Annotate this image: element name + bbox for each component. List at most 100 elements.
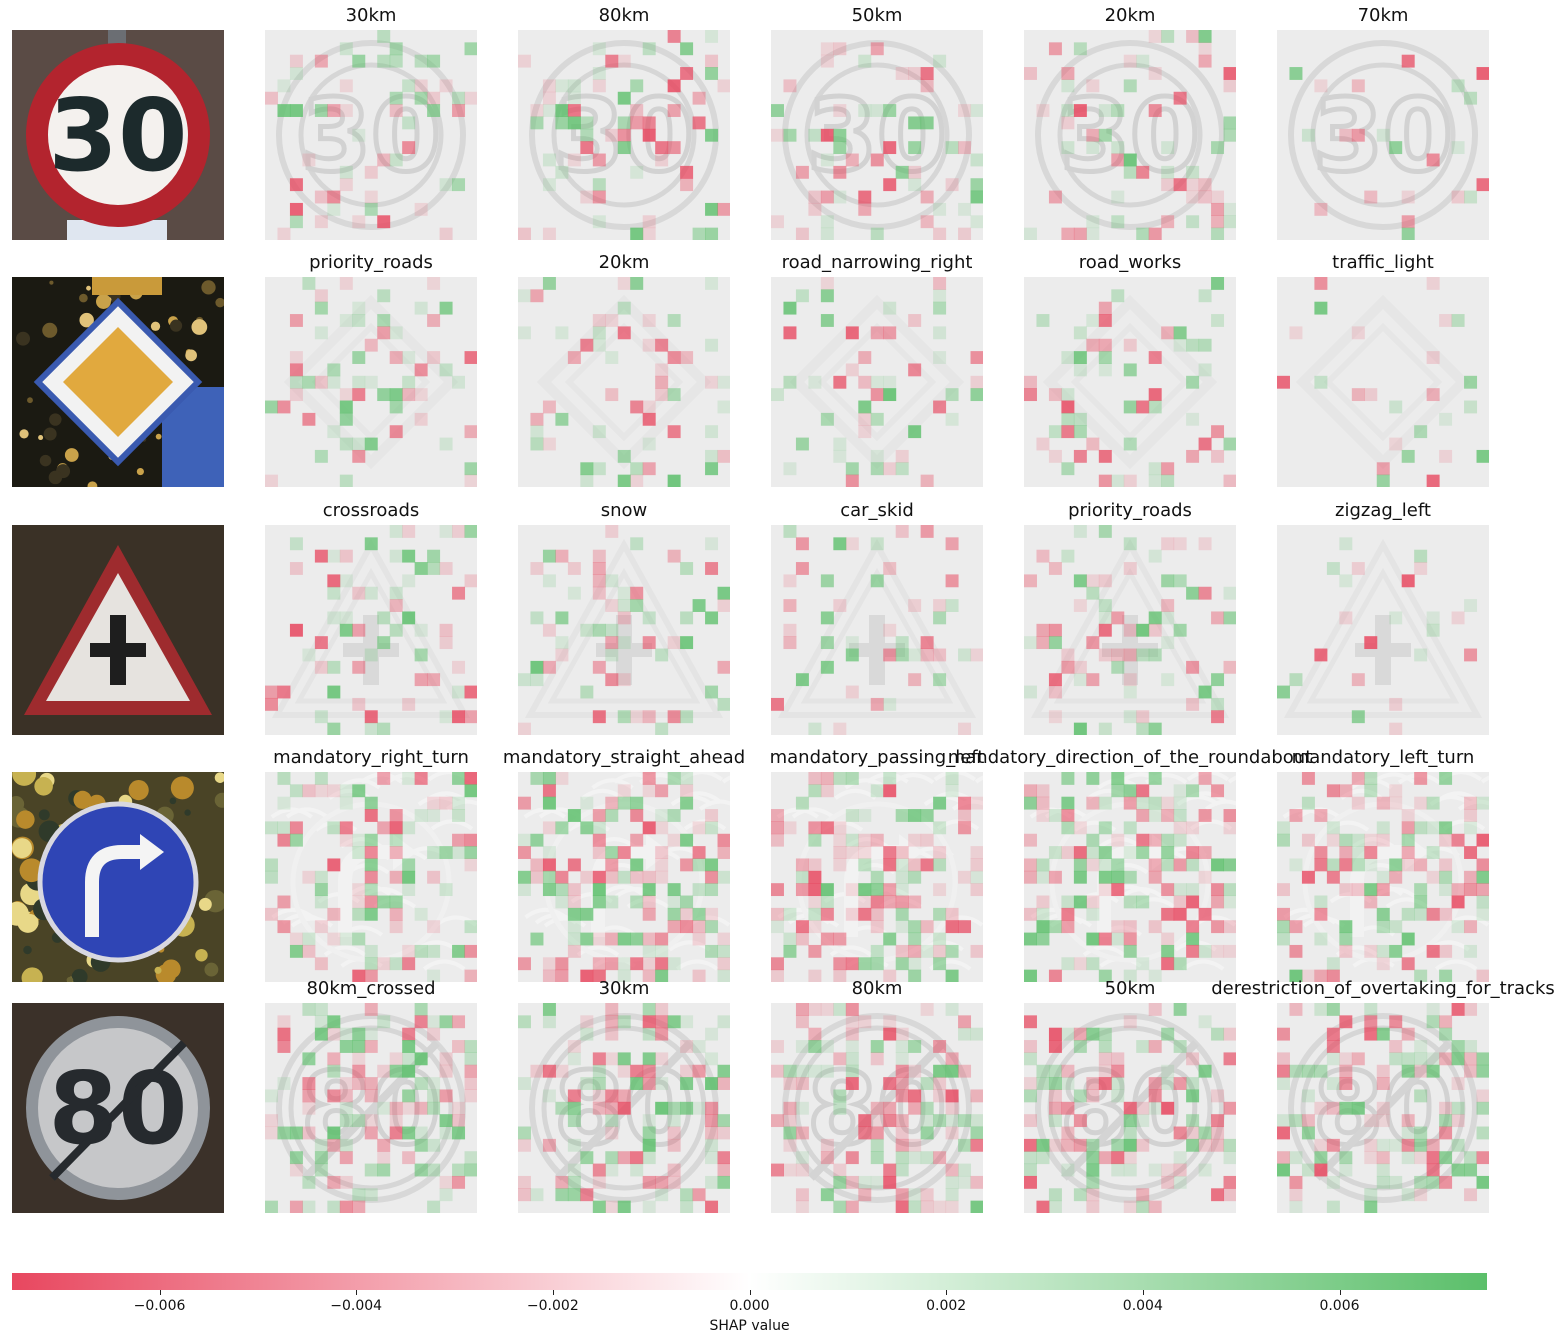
shap-cell bbox=[771, 969, 784, 982]
shap-cell bbox=[1123, 400, 1137, 414]
shap-cell bbox=[592, 1089, 606, 1103]
shap-cell bbox=[617, 449, 631, 463]
shap-cell bbox=[289, 67, 303, 80]
shap-cell bbox=[820, 660, 834, 674]
shap-cell bbox=[327, 375, 341, 389]
shap-cell bbox=[667, 1138, 681, 1152]
shap-cell bbox=[795, 165, 809, 179]
shap-cell bbox=[820, 412, 834, 426]
shap-cell bbox=[933, 611, 947, 625]
shap-cell bbox=[1364, 944, 1378, 958]
shap-cell bbox=[845, 1052, 859, 1066]
shap-cell bbox=[858, 351, 872, 364]
shap-cell bbox=[1048, 1138, 1062, 1152]
shap-cell bbox=[1223, 895, 1236, 909]
shap-cell bbox=[1098, 351, 1112, 364]
shap-cell bbox=[1211, 1138, 1225, 1152]
shap-cell bbox=[1289, 1188, 1303, 1202]
shap-cell bbox=[705, 425, 719, 439]
shap-cell bbox=[705, 128, 719, 142]
shap-cell bbox=[314, 449, 328, 463]
shap-cell bbox=[1111, 1151, 1125, 1165]
shap-cell bbox=[895, 957, 909, 971]
shap-cell bbox=[642, 883, 656, 897]
shap-cell bbox=[1476, 833, 1489, 847]
shap-cell bbox=[845, 636, 859, 650]
shap-cell bbox=[1223, 202, 1236, 216]
shap-cell bbox=[820, 883, 834, 897]
shap-cell bbox=[705, 870, 719, 884]
shap-cell bbox=[1389, 944, 1403, 958]
input-image-speed-limit-30: 30 bbox=[12, 30, 224, 240]
shap-cell bbox=[592, 833, 606, 847]
shap-cell bbox=[1376, 474, 1390, 487]
shap-cell bbox=[530, 611, 544, 625]
shap-cell bbox=[339, 549, 353, 563]
shap-cell bbox=[808, 858, 822, 872]
shap-cell bbox=[1161, 944, 1175, 958]
shap-cell bbox=[377, 1163, 391, 1177]
shap-cell bbox=[655, 1027, 669, 1041]
shap-cell bbox=[908, 920, 922, 934]
shap-cell bbox=[1351, 796, 1365, 810]
shap-cell bbox=[1173, 1040, 1187, 1053]
colorbar-tick-mark bbox=[946, 1290, 948, 1295]
shap-cell bbox=[530, 1064, 544, 1078]
shap-cell bbox=[920, 1188, 934, 1202]
shap-cell bbox=[277, 79, 291, 93]
shap-cell bbox=[402, 116, 416, 130]
shap-cell bbox=[1198, 363, 1212, 377]
input-image-crossroads-warning bbox=[12, 525, 224, 735]
shap-cell bbox=[1426, 1015, 1440, 1029]
shap-cell bbox=[920, 1151, 934, 1165]
shap-cell bbox=[1476, 907, 1489, 921]
shap-cell bbox=[820, 215, 834, 229]
shap-cell bbox=[314, 870, 328, 884]
shap-cell bbox=[567, 562, 581, 575]
shap-cell bbox=[1086, 128, 1100, 142]
shap-cell bbox=[1123, 969, 1137, 982]
shap-cell bbox=[1073, 1138, 1087, 1152]
shap-cell bbox=[1451, 1052, 1465, 1066]
shap-cell bbox=[1024, 1138, 1037, 1152]
shap-cell bbox=[464, 772, 477, 785]
shap-cell bbox=[1414, 1138, 1428, 1152]
shap-cell bbox=[1186, 30, 1200, 43]
shap-cell bbox=[642, 437, 656, 451]
shap-cell bbox=[1211, 202, 1225, 216]
shap-cell bbox=[870, 895, 884, 909]
class-title: traffic_light bbox=[1332, 252, 1434, 273]
shap-cell bbox=[352, 375, 366, 389]
shap-cell bbox=[933, 821, 947, 835]
shap-cell bbox=[933, 796, 947, 810]
shap-cell bbox=[1326, 1003, 1340, 1016]
shap-cell bbox=[1173, 883, 1187, 897]
class-title: priority_roads bbox=[1068, 500, 1192, 521]
shap-cell bbox=[1136, 623, 1150, 637]
shap-cell bbox=[1123, 784, 1137, 798]
shap-cell bbox=[1186, 1077, 1200, 1090]
shap-cell bbox=[908, 969, 922, 982]
shap-cell bbox=[1061, 67, 1075, 80]
shap-cell bbox=[605, 870, 619, 884]
shap-cell bbox=[970, 648, 983, 662]
shap-cell bbox=[1351, 326, 1365, 340]
shap-cell bbox=[655, 809, 669, 822]
shap-cell bbox=[630, 957, 644, 971]
shap-cell bbox=[1289, 969, 1303, 982]
shap-cell bbox=[1426, 1138, 1440, 1152]
shap-cell bbox=[327, 821, 341, 835]
shap-cell bbox=[1414, 883, 1428, 897]
shap-cell bbox=[352, 388, 366, 402]
shap-cell bbox=[1314, 277, 1328, 290]
shap-cell bbox=[1086, 314, 1100, 327]
shap-cell bbox=[605, 858, 619, 872]
shap-cell bbox=[845, 907, 859, 921]
shap-cell bbox=[970, 1200, 983, 1213]
shap-cell bbox=[1111, 153, 1125, 167]
shap-cell bbox=[277, 1077, 291, 1090]
shap-cell bbox=[895, 648, 909, 662]
shap-cell bbox=[820, 1040, 834, 1053]
shap-cell bbox=[452, 809, 466, 822]
shap-cell bbox=[1136, 54, 1150, 68]
